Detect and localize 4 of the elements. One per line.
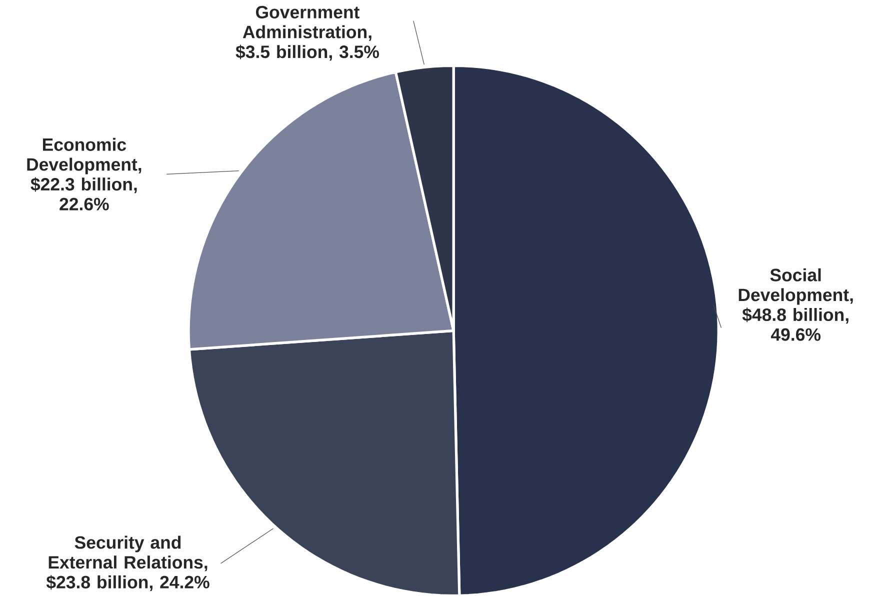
slice-label: Security and External Relations, $23.8 billion, 24.2%	[46, 536, 210, 592]
slice-label: Government Administration, $3.5 billion, 3.5%	[236, 6, 379, 61]
slice-label: Economic Development, $22.3 billion, 22.6%	[27, 138, 142, 210]
slice-label: Social Development, $48.8 billion, 49.6%	[738, 268, 853, 341]
